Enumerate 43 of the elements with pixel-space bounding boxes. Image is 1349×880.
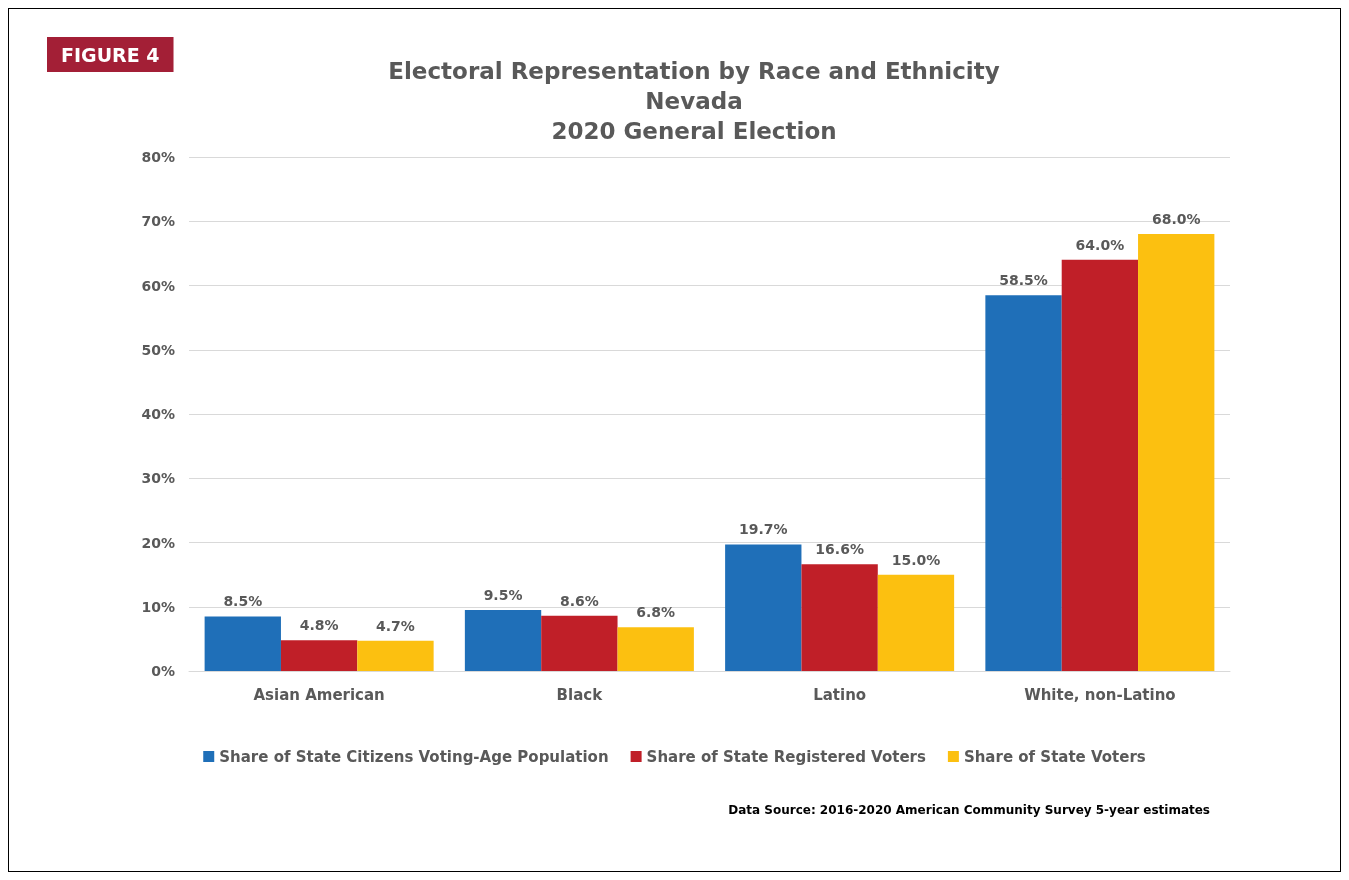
y-tick-label: 20% (141, 534, 175, 551)
data-label: 58.5% (999, 272, 1048, 289)
legend-label: Share of State Citizens Voting-Age Population (219, 747, 609, 766)
y-tick-label: 50% (141, 341, 175, 358)
bar (985, 295, 1062, 671)
y-tick-label: 80% (141, 149, 175, 165)
data-label: 4.7% (376, 617, 415, 634)
data-label: 9.5% (483, 586, 523, 603)
data-label: 19.7% (739, 521, 788, 538)
legend-label: Share of State Registered Voters (646, 747, 926, 766)
y-tick-label: 40% (141, 406, 175, 422)
y-tick-label: 10% (141, 598, 175, 615)
bar (801, 564, 878, 671)
data-label: 4.8% (299, 617, 339, 634)
source-note: Data Source: 2016-2020 American Community Survey 5-year estimates (728, 803, 1211, 817)
y-tick-label: 30% (141, 470, 175, 487)
y-tick-label: 0% (151, 663, 175, 679)
x-tick-label: White, non-Latino (1024, 685, 1176, 704)
caption: FIGURE 4 (61, 43, 160, 66)
bar (280, 640, 358, 671)
bar (617, 627, 694, 671)
chart-title: Electoral Representation by Race and Ethnicity Nevada 2020 General Election (388, 58, 1000, 144)
bar (204, 616, 281, 671)
y-tick-label: 60% (141, 277, 175, 294)
data-label: 6.8% (636, 604, 676, 621)
legend-label: Share of State Voters (963, 747, 1146, 766)
data-label: 15.0% (891, 551, 941, 568)
data-label: 16.6% (815, 541, 864, 558)
data-label: 8.6% (559, 592, 599, 609)
x-tick-label: Black (556, 685, 604, 704)
x-tick-label: Asian American (253, 685, 385, 704)
bar (1061, 259, 1139, 671)
y-tick-label: 70% (141, 213, 175, 230)
bar (877, 574, 955, 671)
data-label: 8.5% (223, 593, 263, 610)
bar (464, 609, 542, 671)
bar (725, 544, 802, 671)
bar (541, 615, 618, 671)
data-label: 64.0% (1075, 236, 1125, 253)
data-label: 68.0% (1151, 211, 1201, 228)
x-tick-label: Latino (813, 685, 867, 704)
bar (1138, 234, 1215, 671)
bar (357, 640, 434, 671)
